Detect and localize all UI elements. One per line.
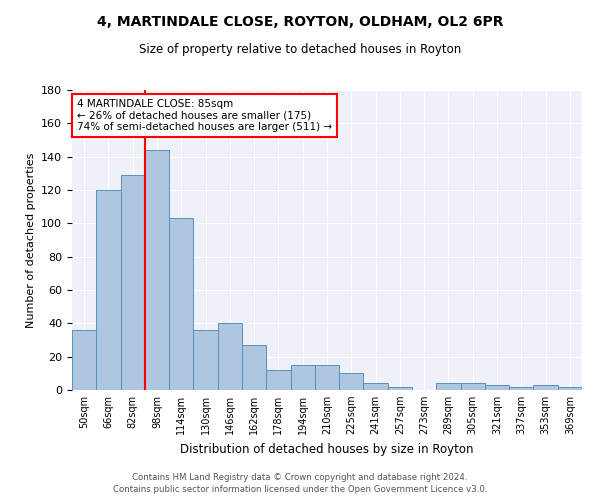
Text: Contains HM Land Registry data © Crown copyright and database right 2024.: Contains HM Land Registry data © Crown c…	[132, 473, 468, 482]
Bar	[315, 365, 339, 390]
Bar	[436, 384, 461, 390]
Bar	[72, 330, 96, 390]
Bar	[169, 218, 193, 390]
Bar	[485, 385, 509, 390]
Bar	[533, 385, 558, 390]
Text: Contains public sector information licensed under the Open Government Licence v3: Contains public sector information licen…	[113, 484, 487, 494]
Bar	[242, 345, 266, 390]
Bar	[364, 384, 388, 390]
Bar	[145, 150, 169, 390]
Text: 4 MARTINDALE CLOSE: 85sqm
← 26% of detached houses are smaller (175)
74% of semi: 4 MARTINDALE CLOSE: 85sqm ← 26% of detac…	[77, 99, 332, 132]
Bar	[509, 386, 533, 390]
Bar	[388, 386, 412, 390]
Bar	[121, 175, 145, 390]
Bar	[461, 384, 485, 390]
X-axis label: Distribution of detached houses by size in Royton: Distribution of detached houses by size …	[180, 442, 474, 456]
Bar	[218, 324, 242, 390]
Bar	[193, 330, 218, 390]
Bar	[96, 190, 121, 390]
Text: Size of property relative to detached houses in Royton: Size of property relative to detached ho…	[139, 42, 461, 56]
Bar	[290, 365, 315, 390]
Bar	[266, 370, 290, 390]
Y-axis label: Number of detached properties: Number of detached properties	[26, 152, 35, 328]
Bar	[558, 386, 582, 390]
Text: 4, MARTINDALE CLOSE, ROYTON, OLDHAM, OL2 6PR: 4, MARTINDALE CLOSE, ROYTON, OLDHAM, OL2…	[97, 15, 503, 29]
Bar	[339, 374, 364, 390]
